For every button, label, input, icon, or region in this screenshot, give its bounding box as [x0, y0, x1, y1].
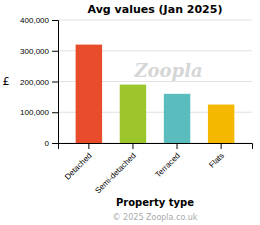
- y-tick: 0: [45, 139, 58, 148]
- x-tick-mark: [221, 143, 222, 149]
- y-tick: 400,000: [20, 16, 58, 25]
- x-tick-mark: [132, 143, 133, 149]
- bar: [120, 85, 146, 143]
- x-tick-label: Terraced: [153, 151, 181, 179]
- chart: Zoopla 0 100,000 200,000 300,000 400,000 Detac…: [0, 0, 260, 225]
- y-axis: 0 100,000 200,000 300,000 400,000: [20, 16, 58, 148]
- y-tick: 200,000: [20, 78, 58, 87]
- y-tick-label: 100,000: [20, 108, 49, 117]
- y-tick-label: 400,000: [20, 16, 49, 25]
- x-axis-line: [59, 144, 253, 150]
- y-axis-title: £: [3, 75, 10, 88]
- y-tick-mark: [52, 112, 58, 113]
- x-tick-label: Detached: [63, 151, 94, 182]
- x-tick-mark: [177, 143, 178, 149]
- y-tick: 300,000: [20, 47, 58, 56]
- bars: [76, 45, 235, 143]
- x-tick: Flats: [207, 143, 226, 170]
- y-tick-mark: [52, 51, 58, 52]
- y-tick: 100,000: [20, 108, 58, 117]
- x-axis-title: Property type: [116, 197, 194, 208]
- y-axis-line: [52, 21, 59, 144]
- x-tick-mark: [88, 143, 89, 149]
- watermark: Zoopla: [133, 60, 202, 81]
- plot: Zoopla 0 100,000 200,000 300,000 400,000 Detac…: [20, 16, 252, 195]
- y-tick-label: 300,000: [20, 47, 49, 56]
- grid: [58, 20, 252, 143]
- x-tick-label: Flats: [207, 151, 226, 170]
- y-tick-mark: [52, 82, 58, 83]
- bar: [76, 45, 102, 143]
- x-tick-label: Semi-detached: [93, 151, 137, 195]
- x-tick: Terraced: [153, 143, 181, 179]
- x-axis: DetachedSemi-detached Terraced Flats: [59, 143, 253, 196]
- y-tick-mark: [52, 20, 58, 21]
- copyright: © 2025 Zoopla.co.uk: [113, 213, 198, 222]
- y-tick-label: 200,000: [20, 78, 49, 87]
- bar: [164, 94, 190, 143]
- title: Avg values (Jan 2025): [88, 3, 223, 16]
- x-tick: Detached: [63, 143, 94, 182]
- grid-line: [58, 20, 252, 21]
- bar: [208, 105, 234, 143]
- y-tick-label: 0: [45, 139, 50, 148]
- y-tick-mark: [52, 143, 58, 144]
- x-tick: Semi-detached: [93, 143, 137, 196]
